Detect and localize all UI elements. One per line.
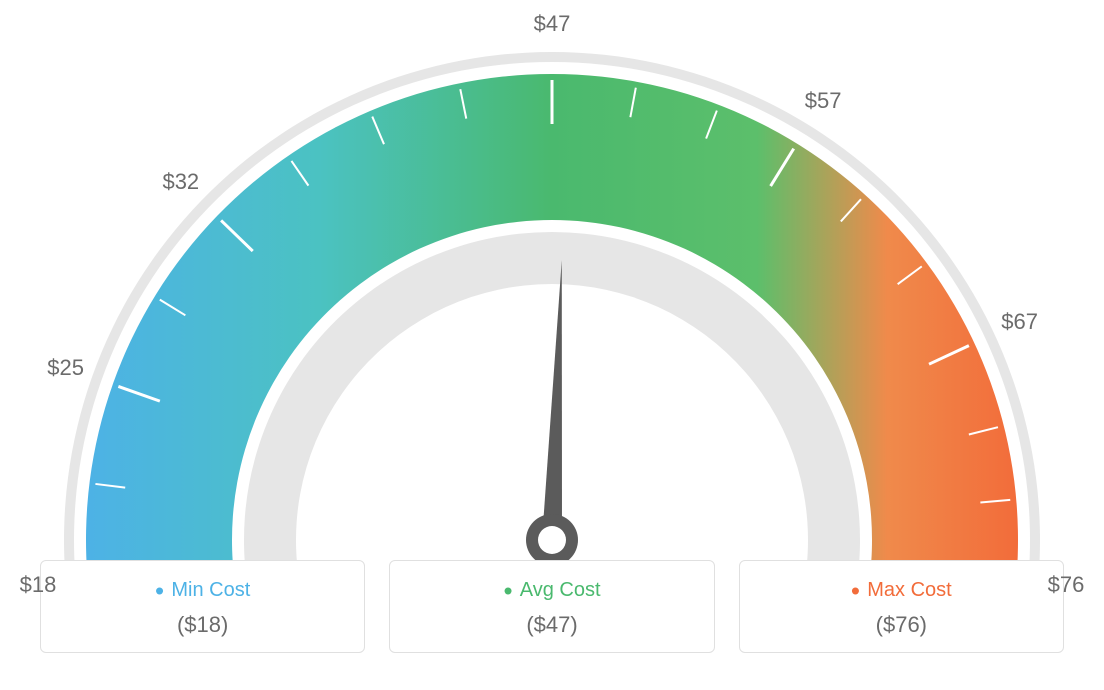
dot-icon: • <box>503 576 519 606</box>
legend-card-max: • Max Cost ($76) <box>739 560 1064 653</box>
legend-value-min: ($18) <box>51 612 354 638</box>
legend-value-max: ($76) <box>750 612 1053 638</box>
gauge-tick-label: $32 <box>162 169 199 195</box>
legend-title-text: Min Cost <box>171 579 250 601</box>
legend-title-max: • Max Cost <box>750 579 1053 602</box>
dot-icon: • <box>851 576 867 606</box>
legend-title-avg: • Avg Cost <box>400 579 703 602</box>
legend-title-text: Avg Cost <box>520 579 601 601</box>
legend-row: • Min Cost ($18) • Avg Cost ($47) • Max Cost… <box>0 560 1104 673</box>
legend-card-min: • Min Cost ($18) <box>40 560 365 653</box>
gauge-svg <box>0 0 1104 560</box>
gauge-tick-label: $76 <box>1048 572 1085 598</box>
gauge-tick-label: $57 <box>805 88 842 114</box>
legend-value-avg: ($47) <box>400 612 703 638</box>
legend-title-text: Max Cost <box>867 579 951 601</box>
needle-hub-hole <box>538 526 566 554</box>
dot-icon: • <box>155 576 171 606</box>
legend-card-avg: • Avg Cost ($47) <box>389 560 714 653</box>
gauge-tick-label: $18 <box>20 572 57 598</box>
gauge-tick-label: $25 <box>47 355 84 381</box>
legend-title-min: • Min Cost <box>51 579 354 602</box>
gauge-tick-label: $47 <box>534 11 571 37</box>
gauge-needle <box>542 260 562 540</box>
gauge-tick-label: $67 <box>1001 309 1038 335</box>
cost-gauge: $18$25$32$47$57$67$76 <box>0 0 1104 560</box>
